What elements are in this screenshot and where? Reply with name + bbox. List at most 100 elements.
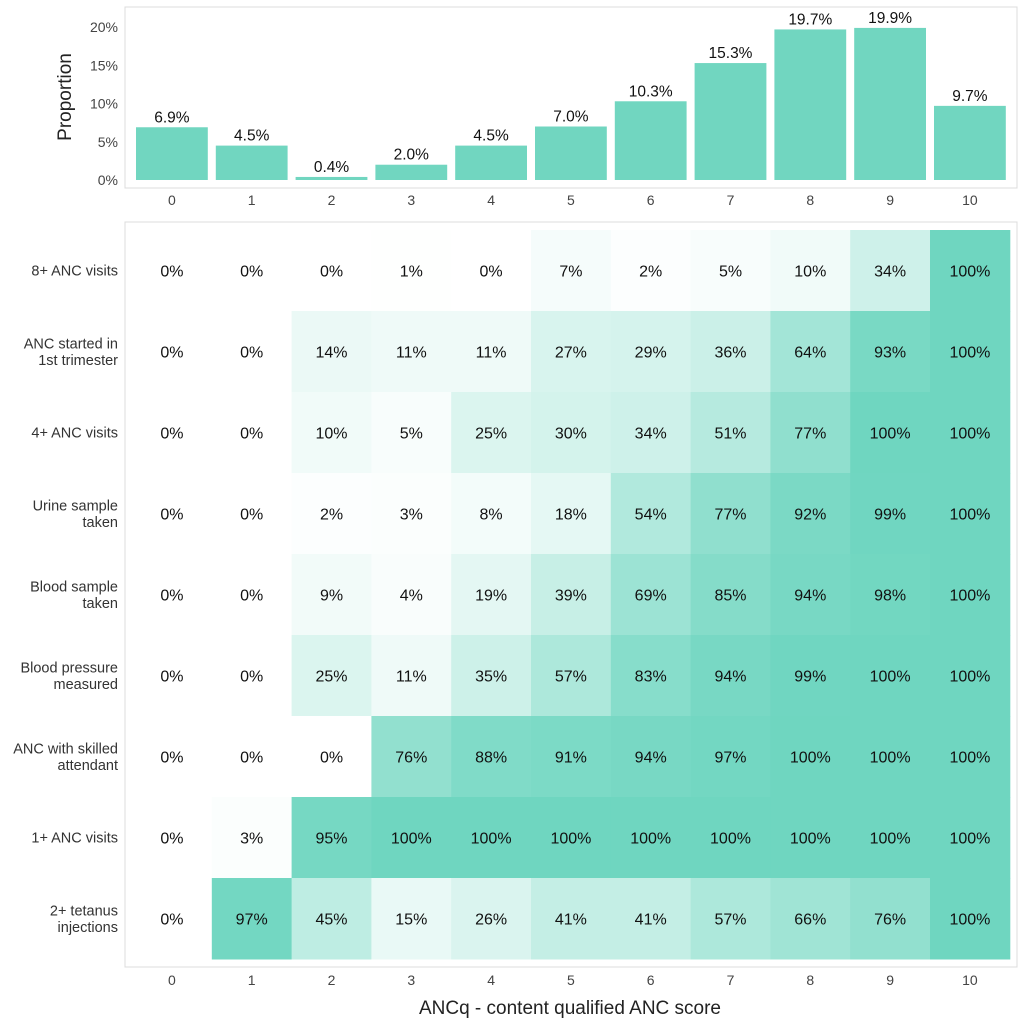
heatmap-cell bbox=[930, 716, 1011, 798]
heatmap-cell bbox=[690, 716, 771, 798]
heatmap-cell-label: 0% bbox=[320, 750, 343, 767]
heatmap-cell bbox=[291, 392, 372, 474]
heatmap-cell bbox=[451, 635, 532, 717]
heatmap-cell-label: 2% bbox=[639, 264, 662, 281]
heatmap-cell bbox=[211, 716, 293, 798]
heatmap-cell bbox=[211, 554, 293, 636]
heatmap-row-label: 1+ ANC visits bbox=[31, 831, 118, 847]
heatmap-cell-label: 0% bbox=[160, 345, 183, 362]
heatmap-cell bbox=[610, 635, 692, 717]
heatmap-cell-label: 94% bbox=[714, 669, 746, 686]
bar bbox=[774, 29, 847, 180]
heatmap-cell-label: 0% bbox=[160, 588, 183, 605]
bar-x-tick-label: 4 bbox=[487, 192, 495, 208]
heatmap-cell-label: 19% bbox=[475, 588, 507, 605]
heatmap-cell bbox=[132, 311, 213, 393]
heatmap-cell-label: 10% bbox=[794, 264, 826, 281]
heatmap-cell-label: 100% bbox=[790, 831, 831, 848]
heatmap-cell bbox=[211, 635, 293, 717]
heatmap-row-label: 8+ ANC visits bbox=[31, 264, 118, 280]
bar bbox=[535, 126, 607, 180]
heatmap-cell bbox=[291, 878, 372, 960]
heatmap-row-labels: 8+ ANC visits ANC started in 1st trimester… bbox=[13, 264, 118, 936]
heatmap-cell bbox=[690, 392, 771, 474]
heatmap-cell-label: 99% bbox=[794, 669, 826, 686]
heatmap-cell-label: 100% bbox=[949, 507, 990, 524]
heatmap-cell-label: 25% bbox=[315, 669, 347, 686]
heatmap-cell-label: 30% bbox=[555, 426, 587, 443]
heatmap-cell-label: 3% bbox=[400, 507, 423, 524]
heatmap-x-axis-title: ANCq - content qualified ANC score bbox=[419, 998, 721, 1019]
heatmap-cell bbox=[132, 392, 213, 474]
heatmap-cell bbox=[291, 635, 372, 717]
heatmap-cell bbox=[211, 797, 293, 879]
heatmap-x-tick-label: 8 bbox=[806, 972, 814, 988]
heatmap-cell-label: 100% bbox=[949, 912, 990, 929]
heatmap-cell bbox=[451, 392, 532, 474]
heatmap-cell-label: 41% bbox=[635, 912, 667, 929]
heatmap-cell-label: 11% bbox=[396, 669, 427, 686]
heatmap-cell bbox=[930, 554, 1011, 636]
heatmap-cell bbox=[371, 797, 452, 879]
heatmap-cell-label: 85% bbox=[714, 588, 746, 605]
heatmap-cell-label: 100% bbox=[630, 831, 671, 848]
bar-value-label: 4.5% bbox=[473, 128, 509, 145]
heatmap-cell bbox=[291, 554, 372, 636]
bar-y-tick-label: 15% bbox=[90, 57, 118, 73]
bar-y-tick-label: 20% bbox=[90, 19, 118, 35]
bar-value-label: 2.0% bbox=[394, 147, 430, 164]
heatmap-cell bbox=[132, 635, 213, 717]
heatmap-row-label: 2+ tetanus injections bbox=[50, 903, 118, 936]
heatmap-cell bbox=[132, 716, 213, 798]
bar bbox=[934, 105, 1006, 180]
heatmap-cell bbox=[930, 797, 1011, 879]
heatmap-cell-label: 76% bbox=[874, 912, 906, 929]
heatmap-cell bbox=[770, 230, 851, 312]
heatmap-cell bbox=[850, 230, 931, 312]
heatmap-row-label: 4+ ANC visits bbox=[31, 426, 118, 442]
heatmap-cell bbox=[930, 230, 1011, 312]
heatmap-cell bbox=[291, 230, 372, 312]
heatmap-cell-label: 0% bbox=[240, 345, 263, 362]
heatmap-cell-label: 100% bbox=[471, 831, 512, 848]
heatmap-cell bbox=[291, 716, 372, 798]
heatmap-x-tick-label: 6 bbox=[647, 972, 655, 988]
heatmap-cell bbox=[531, 635, 612, 717]
heatmap-cell-label: 51% bbox=[714, 426, 746, 443]
heatmap-cell-label: 66% bbox=[794, 912, 826, 929]
heatmap-cell-label: 26% bbox=[475, 912, 507, 929]
heatmap-x-tick-label: 9 bbox=[886, 972, 894, 988]
heatmap-cell-label: 41% bbox=[555, 912, 587, 929]
heatmap-cell bbox=[531, 716, 612, 798]
heatmap-cell-label: 100% bbox=[949, 750, 990, 767]
heatmap-cell-label: 93% bbox=[874, 345, 906, 362]
heatmap-cell-label: 29% bbox=[635, 345, 667, 362]
bar-value-label: 6.9% bbox=[154, 109, 190, 126]
heatmap-x-tick-label: 1 bbox=[248, 972, 256, 988]
heatmap-cell bbox=[850, 878, 931, 960]
bar-x-ticks: 0 1 2 3 4 5 6 7 8 9 10 bbox=[168, 192, 978, 208]
bar bbox=[854, 27, 926, 181]
heatmap-x-tick-label: 4 bbox=[487, 972, 495, 988]
heatmap-cell-label: 94% bbox=[794, 588, 826, 605]
heatmap-cell-label: 27% bbox=[555, 345, 587, 362]
bar bbox=[455, 145, 527, 180]
heatmap-cell-label: 15% bbox=[395, 912, 427, 929]
heatmap-cell bbox=[930, 878, 1011, 960]
heatmap-cell bbox=[770, 635, 851, 717]
heatmap-row-label: Urine sample taken bbox=[33, 498, 118, 531]
heatmap-cell-label: 5% bbox=[719, 264, 742, 281]
heatmap-cell bbox=[132, 230, 213, 312]
heatmap-cell bbox=[132, 473, 213, 555]
heatmap-cell bbox=[690, 473, 771, 555]
heatmap-cell bbox=[610, 311, 692, 393]
heatmap-cell bbox=[132, 878, 213, 960]
bar-x-tick-label: 3 bbox=[407, 192, 415, 208]
heatmap-cell-label: 100% bbox=[710, 831, 751, 848]
heatmap-cell-label: 0% bbox=[480, 264, 503, 281]
heatmap-cell-label: 57% bbox=[714, 912, 746, 929]
heatmap-cell-label: 0% bbox=[240, 669, 263, 686]
bar-x-tick-label: 9 bbox=[886, 192, 894, 208]
heatmap-cell-labels: 0% 0% 0% 1% 0% 7% 2% 5% 10% 34% 100% 0% 0% 14% 11% 11% 2… bbox=[160, 264, 990, 929]
heatmap-cell-label: 97% bbox=[236, 912, 268, 929]
